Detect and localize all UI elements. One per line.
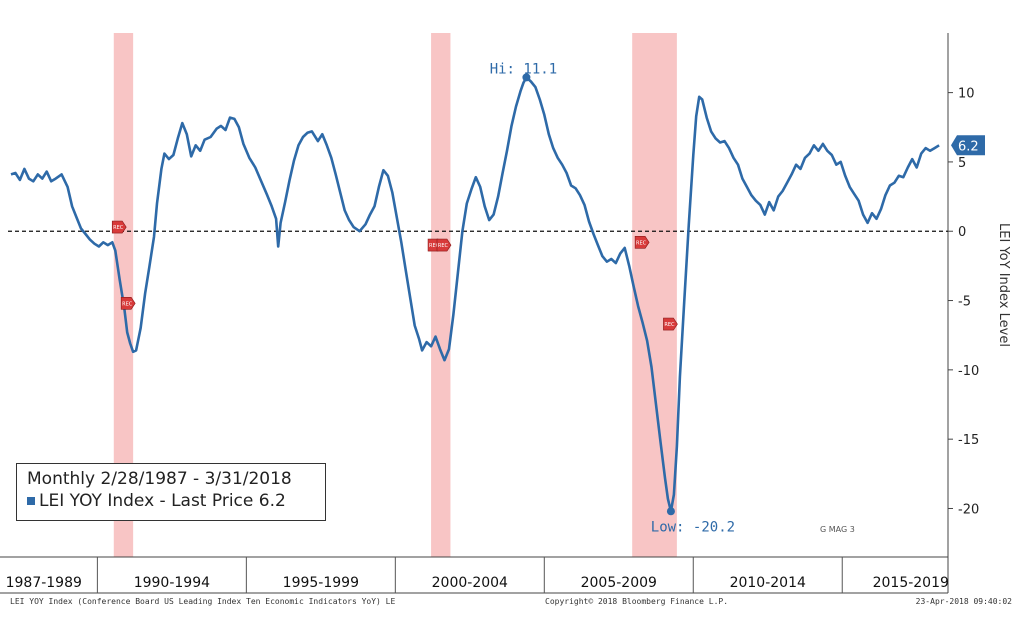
recession-marker-label-5: REC xyxy=(664,322,675,328)
recession-marker-label-1: REC xyxy=(122,301,133,307)
recession-marker-label-0: REC xyxy=(113,225,124,231)
low-annotation: Low: -20.2 xyxy=(651,519,735,535)
y-tick-label-6: -20 xyxy=(958,502,979,517)
period-label-6: 2015-2019 xyxy=(873,575,949,591)
recession-marker-label-2: REC xyxy=(429,243,440,249)
period-label-5: 2010-2014 xyxy=(730,575,806,591)
extreme-point-1 xyxy=(666,507,675,516)
legend-swatch xyxy=(27,497,35,505)
y-tick-label-1: 5 xyxy=(958,156,966,171)
x-axis: 1987-1989 1990-1994 1995-1999 2000-2004 2005… xyxy=(6,557,949,593)
hi-annotation: Hi: 11.1 xyxy=(490,61,557,77)
recession-band-2 xyxy=(632,33,677,557)
footer-left: LEI YOY Index (Conference Board US Leadi… xyxy=(10,597,395,606)
series-layer xyxy=(10,73,940,516)
recession-band-1 xyxy=(431,33,451,557)
period-label-4: 2005-2009 xyxy=(581,575,657,591)
legend-series-row: LEI YOY Index - Last Price 6.2 xyxy=(27,491,315,511)
recession-marker-5 xyxy=(663,317,678,331)
legend-series-label: LEI YOY Index - Last Price 6.2 xyxy=(39,491,286,511)
legend: Monthly 2/28/1987 - 3/31/2018 LEI YOY In… xyxy=(16,463,326,521)
recession-marker-3 xyxy=(436,238,452,252)
last-value-text: 6.2 xyxy=(958,139,979,154)
y-tick-label-0: 10 xyxy=(958,87,975,102)
period-label-3: 2000-2004 xyxy=(432,575,508,591)
last-value-box xyxy=(951,135,985,156)
recession-marker-label-3: REC xyxy=(438,243,449,249)
last-value-tag: 6.2 xyxy=(951,135,985,156)
recession-marker-4 xyxy=(634,236,650,249)
recession-marker-1 xyxy=(120,297,136,310)
y-axis: 10 5 0 -5 -10 -15 -20 xyxy=(948,87,979,517)
chart-frame xyxy=(0,33,949,594)
footer-timestamp: 23-Apr-2018 09:40:02 xyxy=(916,597,1013,606)
extreme-point-0 xyxy=(522,73,531,82)
recession-marker-label-4: REC xyxy=(636,240,647,246)
series-line-0 xyxy=(10,76,940,513)
legend-period: Monthly 2/28/1987 - 3/31/2018 xyxy=(27,469,292,489)
period-label-1: 1990-1994 xyxy=(134,575,210,591)
y-axis-title: LEI YoY Index Level xyxy=(996,223,1011,347)
y-tick-label-3: -5 xyxy=(958,295,971,310)
watermark: G MAG 3 xyxy=(820,525,855,534)
recession-bands xyxy=(113,33,677,557)
y-tick-label-5: -15 xyxy=(958,433,979,448)
footer-copyright: Copyright© 2018 Bloomberg Finance L.P. xyxy=(545,597,728,606)
period-label-0: 1987-1989 xyxy=(6,575,82,591)
y-tick-label-2: 0 xyxy=(958,225,966,240)
recession-marker-0 xyxy=(111,220,127,234)
period-label-2: 1995-1999 xyxy=(283,575,359,591)
y-tick-label-4: -10 xyxy=(958,364,979,379)
